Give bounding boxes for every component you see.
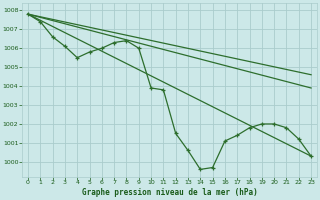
- X-axis label: Graphe pression niveau de la mer (hPa): Graphe pression niveau de la mer (hPa): [82, 188, 257, 197]
